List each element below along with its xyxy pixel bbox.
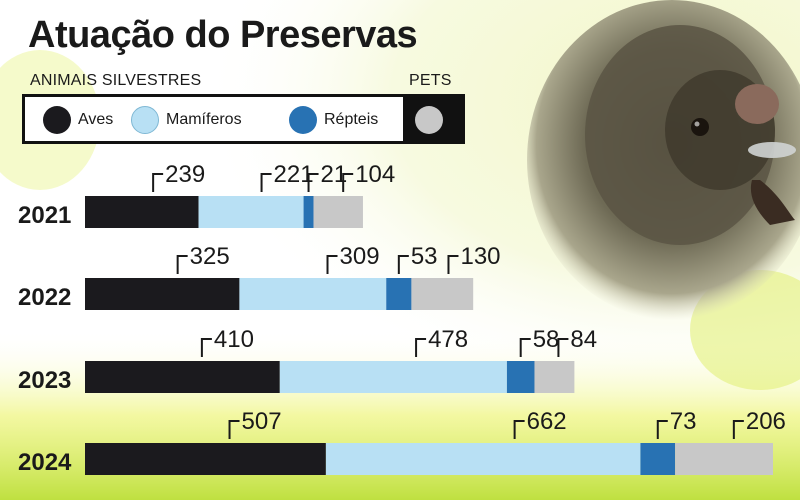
bar-segment-2023-mamíferos [279,361,507,393]
data-label-2024-pets: 206 [746,408,786,435]
leader-line-2024-aves [228,420,240,439]
leader-line-2024-répteis [656,420,668,439]
data-label-2021-mamíferos: 221 [274,161,314,188]
data-label-2024-répteis: 73 [670,408,697,435]
legend-swatch-mamiferos [131,106,159,134]
legend-item-mamiferos: Mamíferos [131,106,242,134]
legend: Aves Mamíferos Répteis [22,94,465,144]
leader-line-2022-mamíferos [326,255,338,274]
bar-segment-2024-pets [675,443,773,475]
bar-segment-2022-mamíferos [239,278,387,310]
data-label-2023-aves: 410 [214,326,254,353]
chart-title: Atuação do Preservas [28,14,418,56]
leader-line-2024-pets [732,420,744,439]
leader-line-2024-mamíferos [513,420,525,439]
pets-label: PETS [409,72,452,89]
data-label-2022-pets: 130 [460,243,500,270]
leader-line-2022-aves [176,255,188,274]
legend-label-mamiferos: Mamíferos [166,111,242,128]
data-label-2021-pets: 104 [355,161,395,188]
year-label-2024: 2024 [18,449,72,476]
year-label-2023: 2023 [18,367,71,394]
leader-line-2023-pets [557,338,569,357]
data-label-2023-mamíferos: 478 [428,326,468,353]
data-label-2023-pets: 84 [570,326,597,353]
legend-item-repteis: Répteis [289,106,379,134]
bar-segment-2023-répteis [506,361,535,393]
leader-line-2023-mamíferos [415,338,427,357]
data-label-2022-répteis: 53 [411,243,438,270]
legend-swatch-pets [415,106,443,134]
bar-segment-2022-répteis [386,278,412,310]
year-label-2022: 2022 [18,284,71,311]
legend-label-repteis: Répteis [324,111,379,128]
bar-segment-2024-mamíferos [325,443,641,475]
data-label-2022-mamíferos: 309 [340,243,380,270]
bar-segment-2021-mamíferos [198,196,304,228]
bar-segment-2021-pets [313,196,363,228]
bar-segment-2024-répteis [640,443,676,475]
data-label-2023-répteis: 58 [533,326,560,353]
leader-line-2021-répteis [307,173,319,192]
bar-segment-2024-aves [85,443,326,475]
leader-line-2023-aves [200,338,212,357]
legend-swatch-repteis [289,106,317,134]
legend-item-pets [415,106,443,134]
leader-line-2022-répteis [397,255,409,274]
leader-line-2023-répteis [519,338,531,357]
bar-segment-2021-répteis [303,196,314,228]
data-label-2024-aves: 507 [242,408,282,435]
bar-segment-2021-aves [85,196,199,228]
leader-line-2021-aves [152,173,164,192]
bar-segment-2023-aves [85,361,280,393]
legend-label-aves: Aves [78,111,114,128]
bar-segment-2022-aves [85,278,240,310]
data-label-2024-mamíferos: 662 [527,408,567,435]
legend-item-aves: Aves [43,106,114,134]
wild-animals-label: ANIMAIS SILVESTRES [30,72,202,89]
data-label-2021-aves: 239 [165,161,205,188]
data-label-2022-aves: 325 [190,243,230,270]
leader-line-2022-pets [447,255,459,274]
leader-line-2021-pets [342,173,354,192]
bar-segment-2022-pets [411,278,474,310]
year-label-2021: 2021 [18,202,71,229]
legend-swatch-aves [43,106,71,134]
leader-line-2021-mamíferos [260,173,272,192]
bar-segment-2023-pets [534,361,575,393]
